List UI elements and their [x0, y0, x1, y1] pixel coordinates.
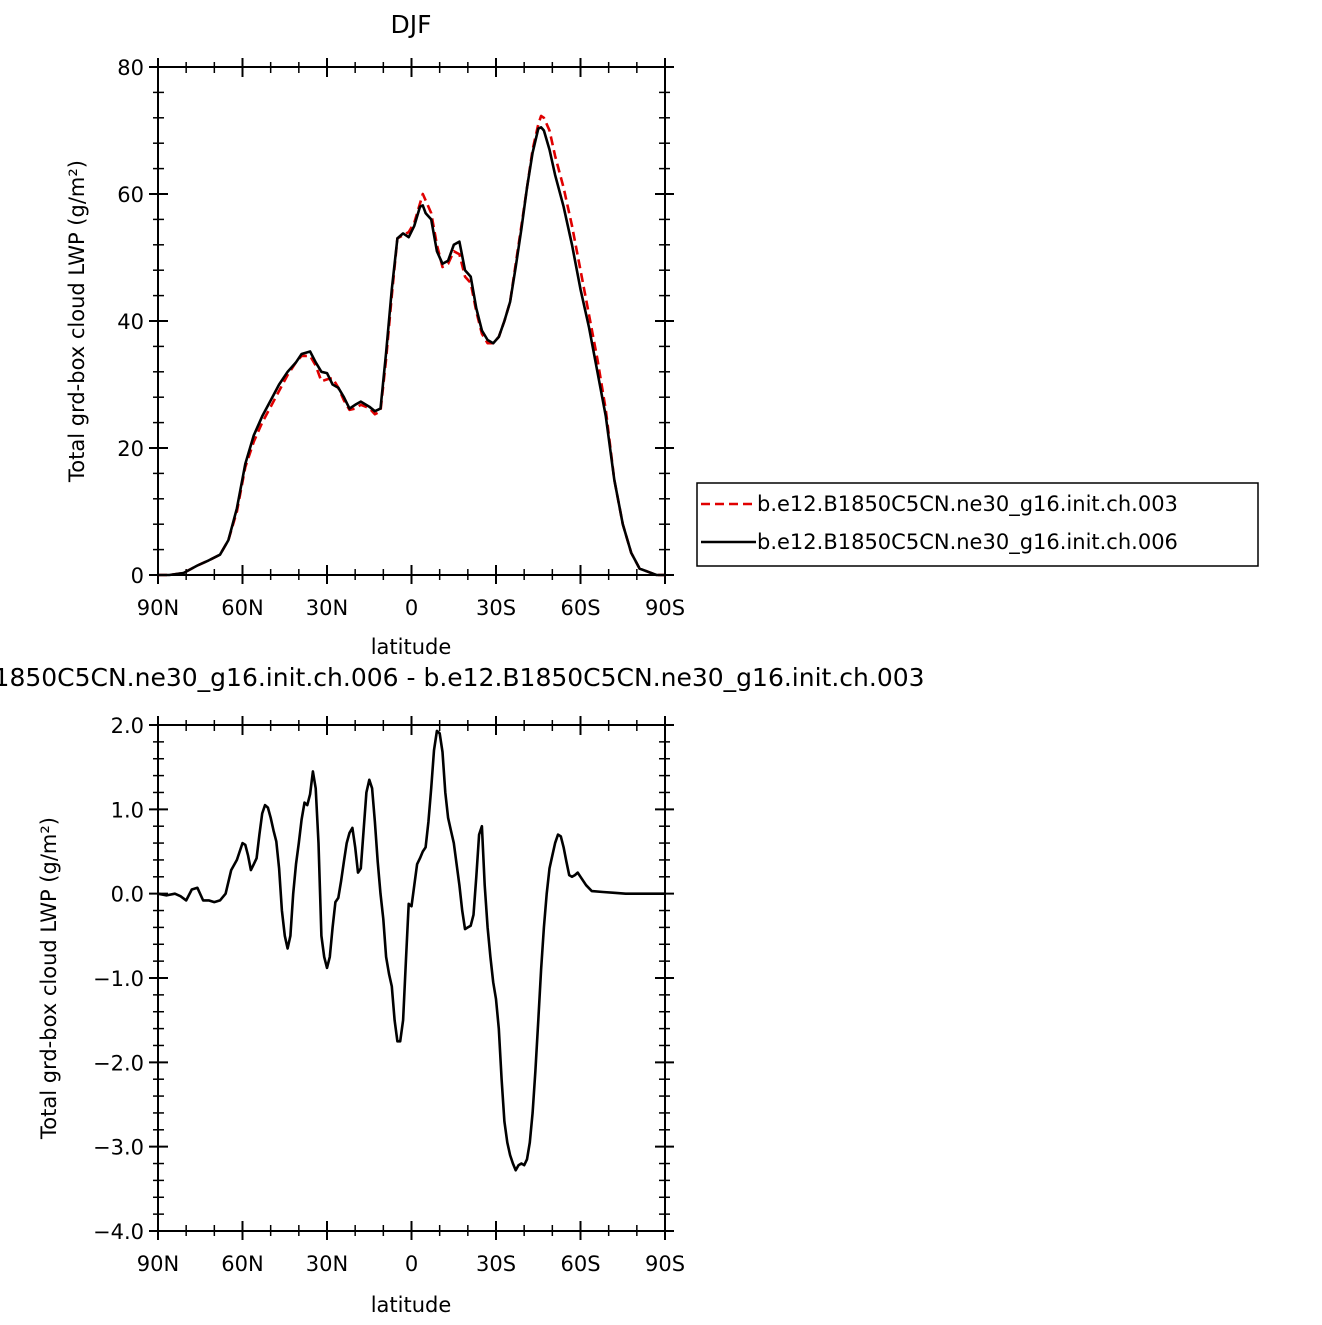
- x-tick-label: 60N: [221, 1252, 263, 1276]
- legend-entry-series-006: b.e12.B1850C5CN.ne30_g16.init.ch.006: [757, 530, 1178, 555]
- y-tick-label: 20: [117, 437, 144, 461]
- series-line-1-0: [157, 729, 665, 1172]
- bottom-chart-x-axis-label: latitude: [371, 1293, 452, 1317]
- x-tick-label: 60S: [560, 596, 600, 620]
- legend: b.e12.B1850C5CN.ne30_g16.init.ch.003 b.e…: [696, 482, 1259, 567]
- y-tick-label: 80: [117, 56, 144, 80]
- top-chart-x-tick-labels: 90N 60N 30N 0 30S 60S 90S: [137, 596, 685, 620]
- y-tick-label: 1.0: [111, 798, 144, 822]
- top-chart-frame: [157, 66, 666, 576]
- legend-box: [696, 482, 1259, 567]
- x-tick-label: 60S: [560, 1252, 600, 1276]
- x-tick-label: 30N: [306, 1252, 348, 1276]
- top-chart-series: [158, 114, 665, 577]
- y-tick-label: 2.0: [111, 714, 144, 738]
- y-tick-label: 0.0: [111, 883, 144, 907]
- x-tick-label: 90S: [645, 1252, 685, 1276]
- bottom-chart-frame: [157, 724, 666, 1232]
- y-tick-label: 60: [117, 183, 144, 207]
- bottom-chart-title: b.e12.B1850C5CN.ne30_g16.init.ch.006 - b…: [0, 663, 925, 692]
- y-tick-label: −3.0: [93, 1136, 144, 1160]
- y-tick-label: 40: [117, 310, 144, 334]
- bottom-chart-ticks: [149, 716, 674, 1240]
- top-chart-title: DJF: [390, 10, 431, 39]
- y-tick-label: −2.0: [93, 1051, 144, 1075]
- x-tick-label: 90S: [645, 596, 685, 620]
- y-tick-label: −1.0: [93, 967, 144, 991]
- top-chart-panel: DJF 90N 60N 30N 0 30S 60S 90S 0 20 40 60 80 latitu…: [65, 10, 1259, 659]
- top-chart-y-tick-labels: 0 20 40 60 80: [117, 56, 144, 588]
- x-tick-label: 0: [405, 1252, 418, 1276]
- bottom-chart-y-axis-label: Total grd-box cloud LWP (g/m²): [37, 817, 61, 1140]
- x-tick-label: 0: [405, 596, 418, 620]
- x-tick-label: 30S: [476, 1252, 516, 1276]
- x-tick-label: 90N: [137, 1252, 179, 1276]
- top-chart-x-axis-label: latitude: [371, 635, 452, 659]
- top-chart-y-axis-label: Total grd-box cloud LWP (g/m²): [65, 160, 89, 483]
- series-line-0-1: [158, 126, 665, 577]
- series-line-0-0: [158, 114, 665, 577]
- x-tick-label: 30N: [306, 596, 348, 620]
- bottom-chart-y-tick-labels: −4.0 −3.0 −2.0 −1.0 0.0 1.0 2.0: [93, 714, 144, 1244]
- x-tick-label: 30S: [476, 596, 516, 620]
- y-tick-label: 0: [131, 564, 144, 588]
- bottom-chart-panel: b.e12.B1850C5CN.ne30_g16.init.ch.006 - b…: [0, 663, 925, 1317]
- bottom-chart-x-tick-labels: 90N 60N 30N 0 30S 60S 90S: [137, 1252, 685, 1276]
- x-tick-label: 90N: [137, 596, 179, 620]
- x-tick-label: 60N: [221, 596, 263, 620]
- legend-entry-series-003: b.e12.B1850C5CN.ne30_g16.init.ch.003: [757, 492, 1178, 517]
- top-chart-ticks: [149, 58, 674, 584]
- y-tick-label: −4.0: [93, 1220, 144, 1244]
- bottom-chart-series: [157, 729, 665, 1172]
